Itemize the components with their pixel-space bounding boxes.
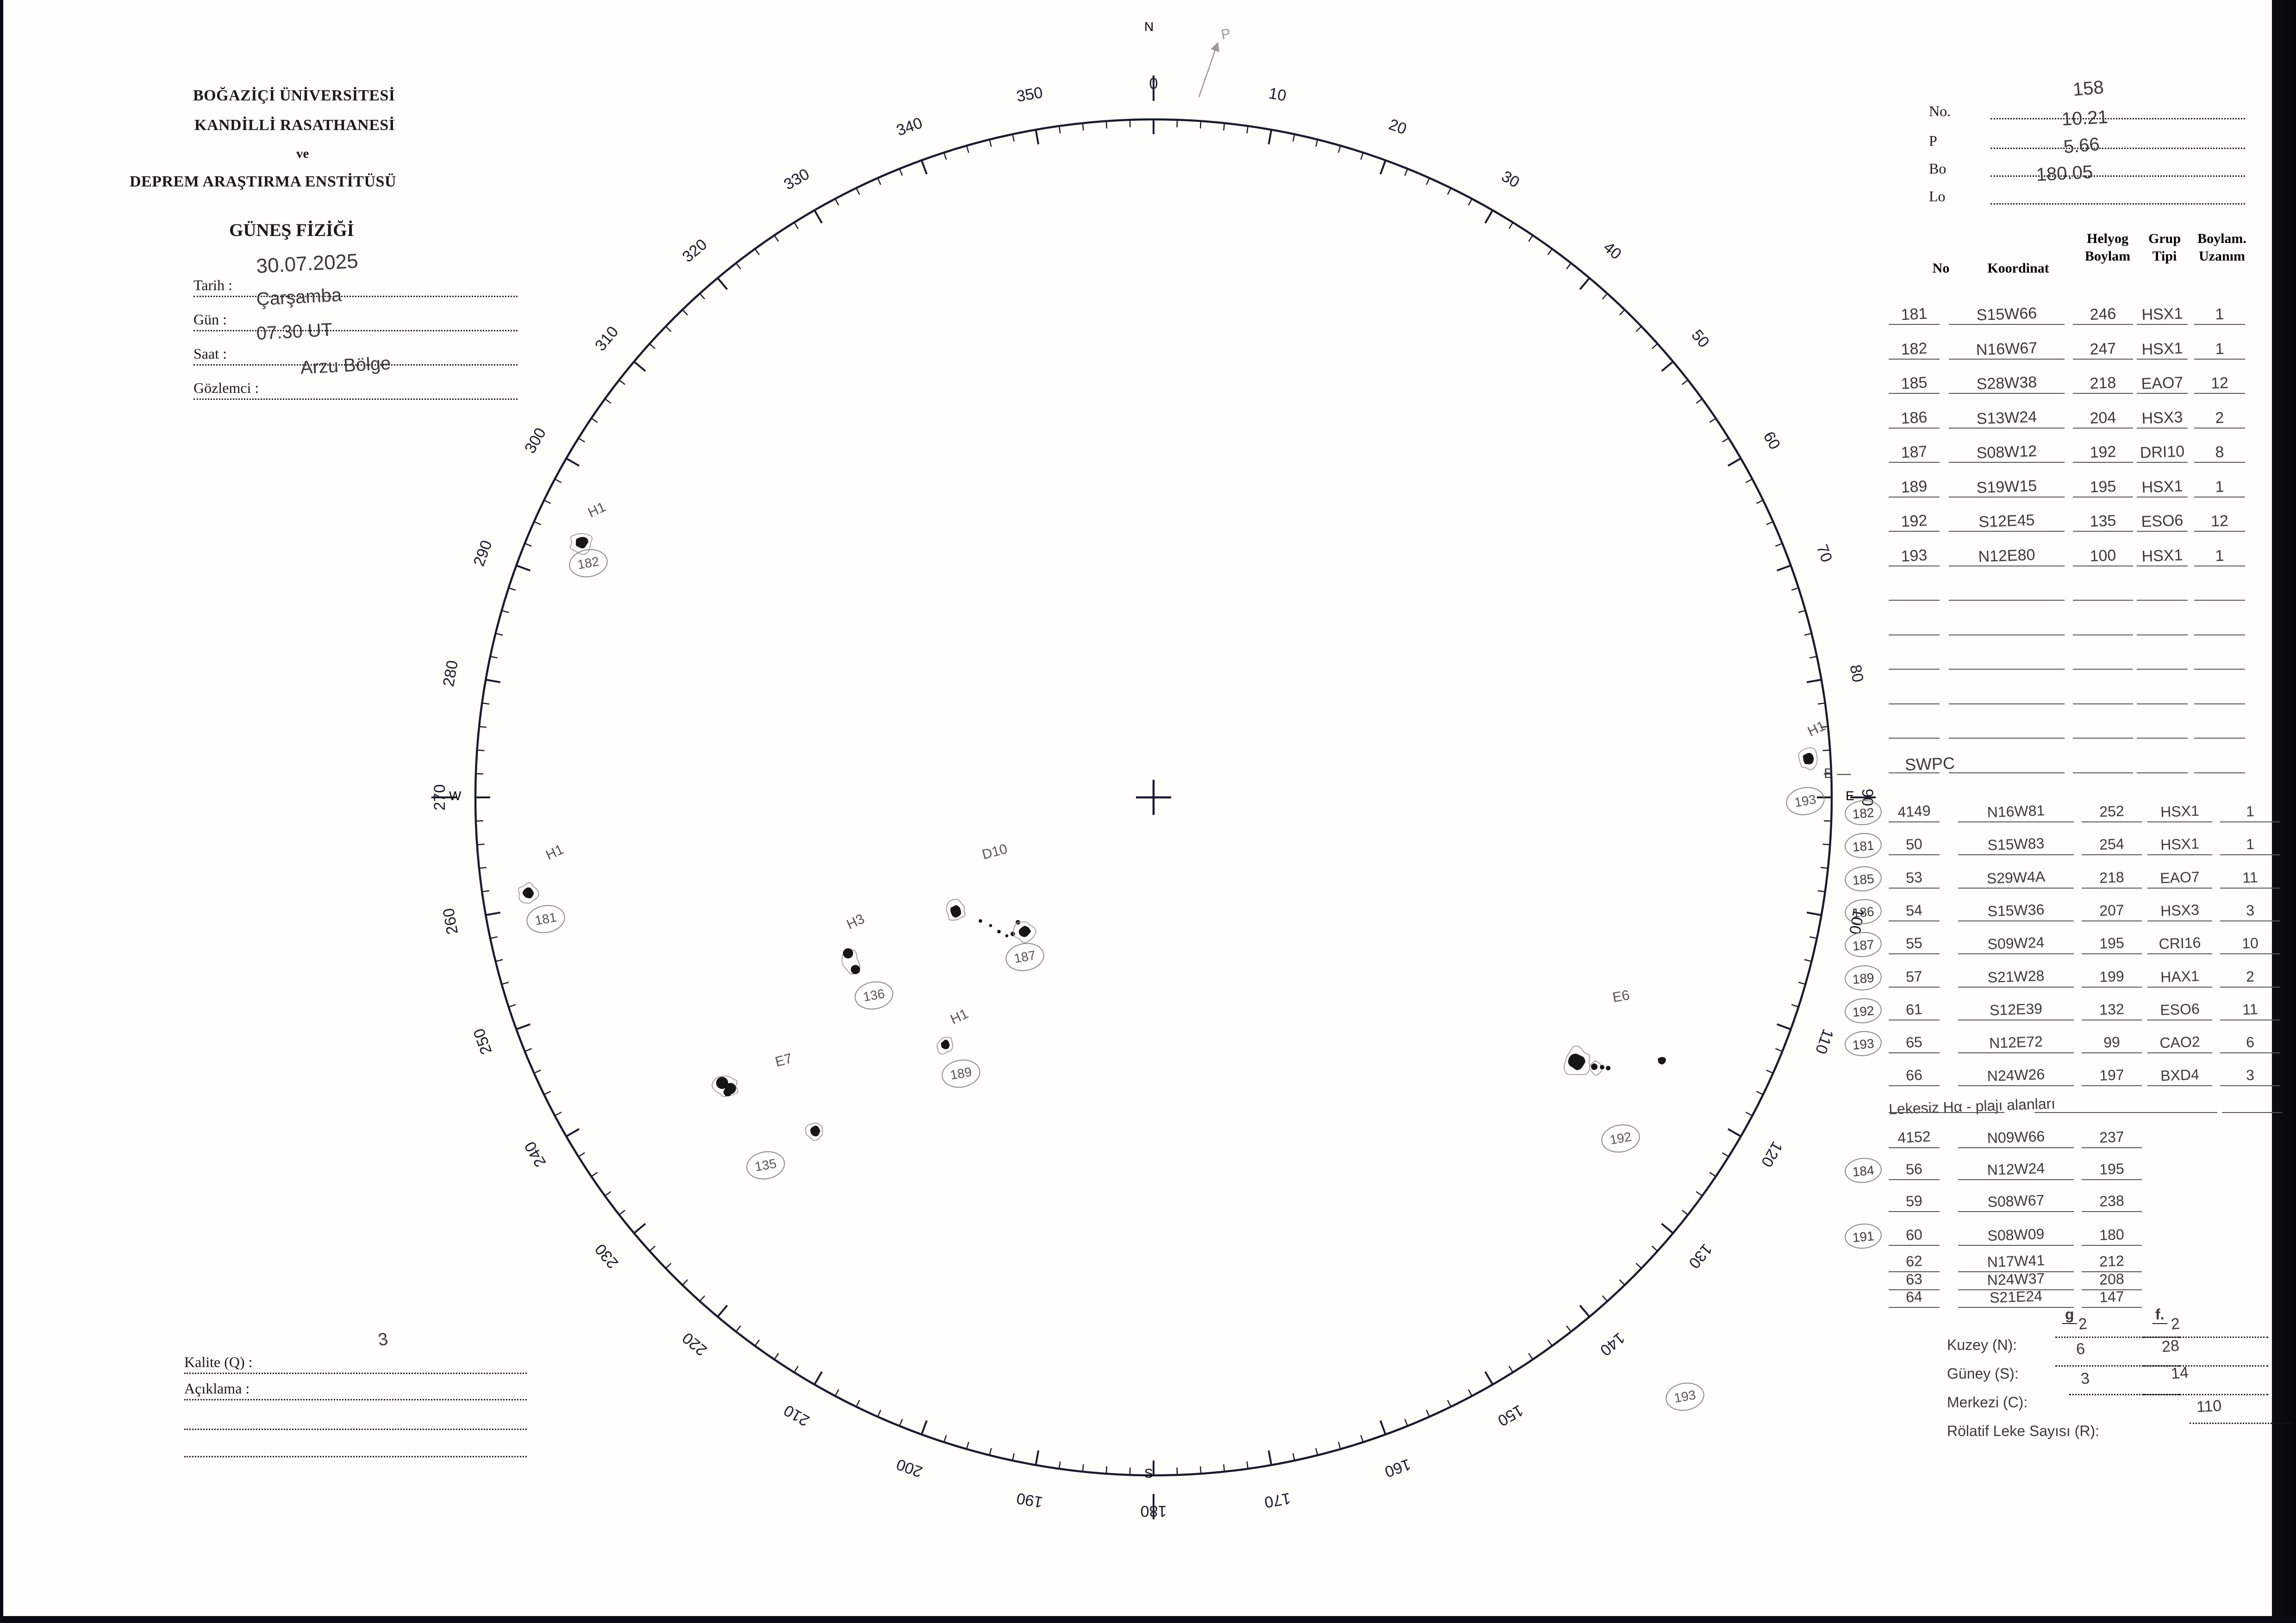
svg-text:P: P bbox=[1220, 26, 1231, 43]
